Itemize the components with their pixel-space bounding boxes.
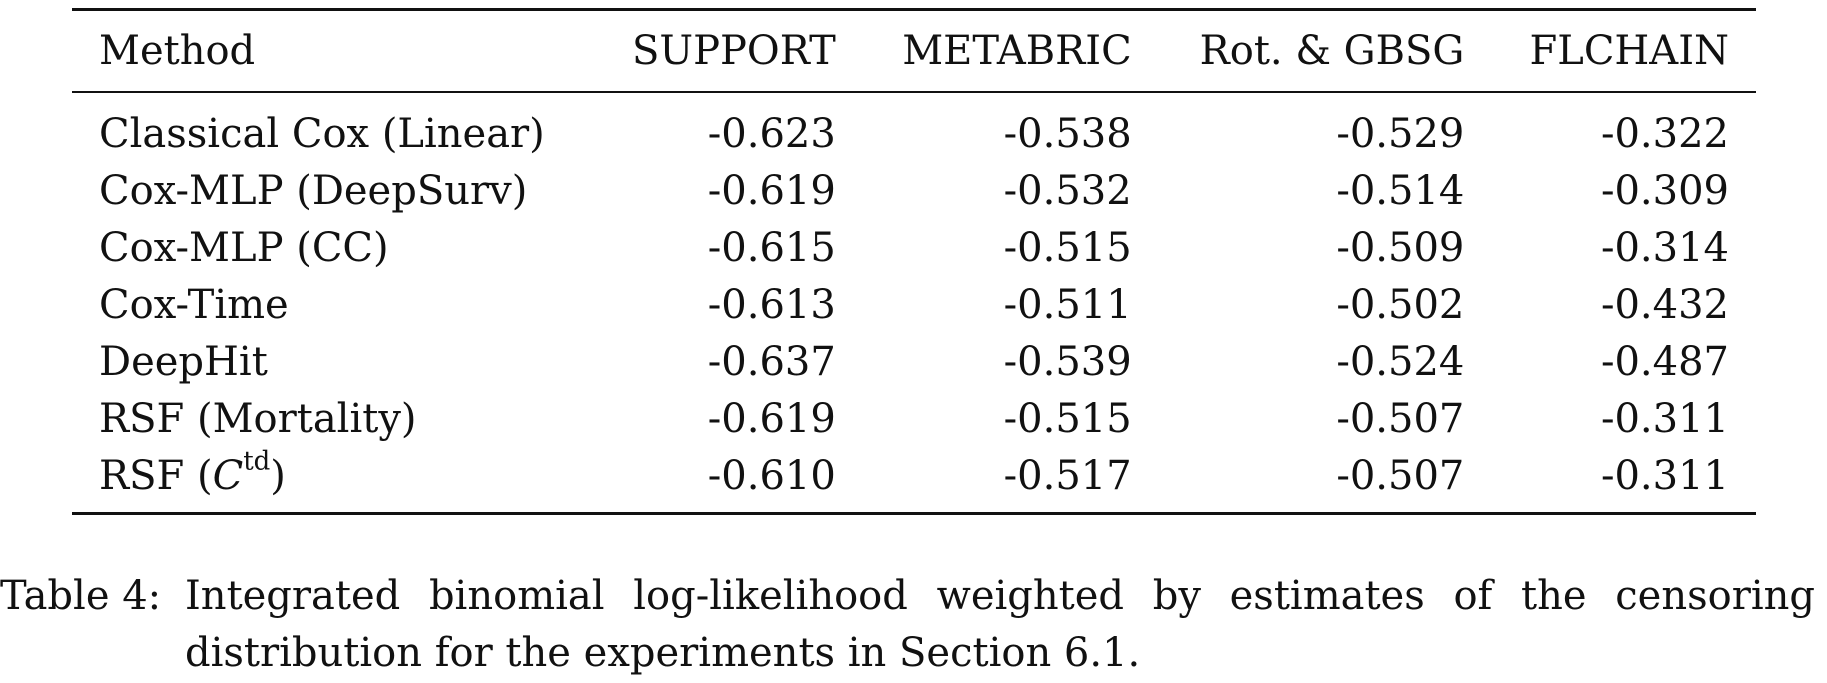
value-cell: -0.610	[707, 452, 836, 499]
caption-text: Integrated binomial log-likelihood weigh…	[185, 573, 1815, 676]
value-cell: -0.532	[1003, 167, 1132, 214]
value-cell: -0.619	[707, 395, 836, 442]
method-cell: RSF (Mortality)	[99, 395, 417, 442]
header-metabric: METABRIC	[902, 28, 1132, 74]
value-cell: -0.538	[1003, 110, 1132, 157]
caption-label: Table 4:	[0, 573, 162, 619]
header-support: SUPPORT	[631, 28, 836, 74]
method-cell: DeepHit	[99, 338, 268, 385]
value-cell: -0.511	[1003, 281, 1132, 328]
method-cell: RSF (Ctd)	[72, 447, 594, 514]
td-superscript: td	[243, 446, 271, 476]
value-cell: -0.613	[707, 281, 836, 328]
header-rot-gbsg: Rot. & GBSG	[1199, 28, 1465, 74]
table-row: Classical Cox (Linear) -0.623 -0.538 -0.…	[72, 92, 1756, 162]
value-cell: -0.309	[1600, 167, 1729, 214]
method-cell: Cox-Time	[99, 281, 289, 328]
value-cell: -0.487	[1600, 338, 1729, 385]
value-cell: -0.517	[1003, 452, 1132, 499]
value-cell: -0.623	[707, 110, 836, 157]
table-row: Cox-MLP (CC) -0.615 -0.515 -0.509 -0.314	[72, 219, 1756, 276]
method-cell: Classical Cox (Linear)	[99, 110, 545, 157]
method-prefix: RSF (	[99, 452, 213, 499]
value-cell: -0.507	[1336, 452, 1465, 499]
value-cell: -0.524	[1336, 338, 1465, 385]
value-cell: -0.314	[1600, 224, 1729, 271]
method-cell: Cox-MLP (DeepSurv)	[99, 167, 528, 214]
table-row: Cox-Time -0.613 -0.511 -0.502 -0.432	[72, 276, 1756, 333]
value-cell: -0.507	[1336, 395, 1465, 442]
table-caption: Table 4: Integrated binomial log-likelih…	[0, 568, 1815, 682]
value-cell: -0.619	[707, 167, 836, 214]
value-cell: -0.432	[1600, 281, 1729, 328]
results-table: Method SUPPORT METABRIC Rot. & GBSG FLCH…	[72, 8, 1756, 515]
table-header: Method SUPPORT METABRIC Rot. & GBSG FLCH…	[72, 9, 1756, 92]
table-row: RSF (Ctd) -0.610 -0.517 -0.507 -0.311	[72, 447, 1756, 514]
method-cell: Cox-MLP (CC)	[99, 224, 389, 271]
method-suffix: )	[270, 452, 286, 499]
header-method: Method	[99, 28, 256, 74]
results-table-container: Method SUPPORT METABRIC Rot. & GBSG FLCH…	[72, 8, 1756, 515]
table-body: Classical Cox (Linear) -0.623 -0.538 -0.…	[72, 92, 1756, 514]
table-row: Cox-MLP (DeepSurv) -0.619 -0.532 -0.514 …	[72, 162, 1756, 219]
table-row: DeepHit -0.637 -0.539 -0.524 -0.487	[72, 333, 1756, 390]
header-row: Method SUPPORT METABRIC Rot. & GBSG FLCH…	[72, 9, 1756, 92]
value-cell: -0.311	[1600, 395, 1729, 442]
value-cell: -0.515	[1003, 224, 1132, 271]
value-cell: -0.311	[1600, 452, 1729, 499]
value-cell: -0.515	[1003, 395, 1132, 442]
c-symbol: C	[212, 452, 244, 499]
table-row: RSF (Mortality) -0.619 -0.515 -0.507 -0.…	[72, 390, 1756, 447]
value-cell: -0.514	[1336, 167, 1465, 214]
value-cell: -0.509	[1336, 224, 1465, 271]
header-flchain: FLCHAIN	[1529, 28, 1730, 74]
value-cell: -0.637	[707, 338, 836, 385]
value-cell: -0.529	[1336, 110, 1465, 157]
value-cell: -0.322	[1600, 110, 1729, 157]
value-cell: -0.502	[1336, 281, 1465, 328]
value-cell: -0.539	[1003, 338, 1132, 385]
value-cell: -0.615	[707, 224, 836, 271]
